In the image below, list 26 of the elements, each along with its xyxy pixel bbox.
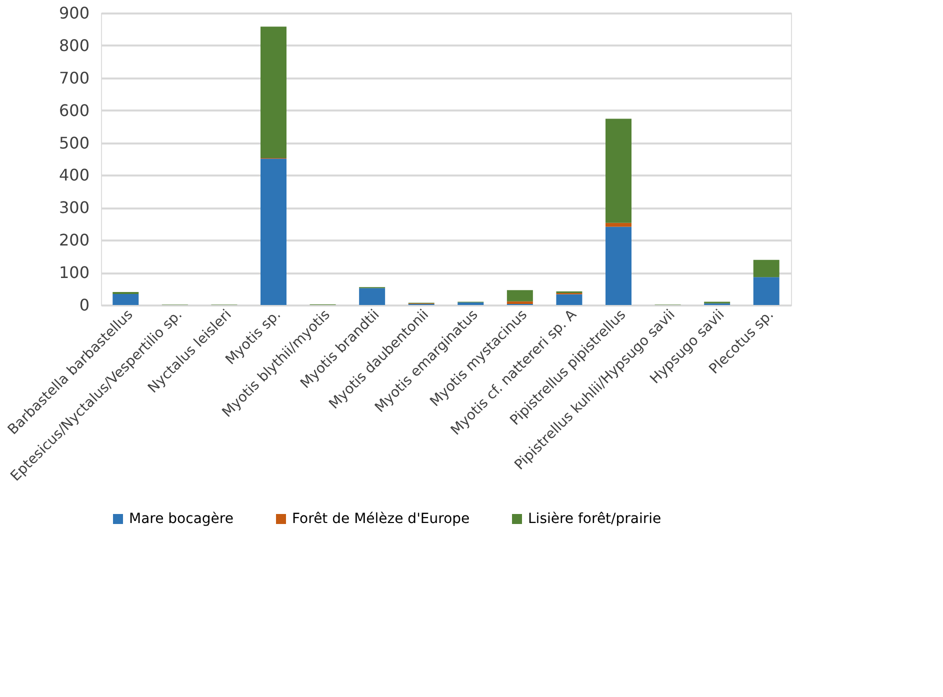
bar <box>606 118 632 223</box>
y-tick-label: 800 <box>58 36 90 55</box>
bar <box>606 226 632 305</box>
bar <box>606 222 632 227</box>
y-tick-label: 200 <box>58 230 90 250</box>
bar <box>458 302 484 305</box>
bar <box>359 288 386 305</box>
y-tick-label: 100 <box>58 263 90 282</box>
bar <box>112 294 139 305</box>
bar <box>556 294 582 305</box>
y-tick-label: 600 <box>58 100 90 120</box>
bar <box>506 290 533 302</box>
y-tick-label: 400 <box>58 166 90 185</box>
legend-label: Lisière forêt/prairie <box>528 511 662 527</box>
bar <box>260 26 286 158</box>
y-tick-label: 500 <box>58 133 90 152</box>
legend-label: Mare bocagère <box>129 511 234 527</box>
bar <box>506 301 533 304</box>
bar <box>753 277 780 305</box>
bar <box>260 158 286 305</box>
y-tick-label: 900 <box>58 4 90 22</box>
y-tick-label: 0 <box>79 296 90 314</box>
y-tick-label: 700 <box>58 68 90 88</box>
legend-label: Forêt de Mélèze d'Europe <box>292 511 470 527</box>
bar <box>753 260 780 278</box>
y-tick-label: 300 <box>58 198 90 218</box>
